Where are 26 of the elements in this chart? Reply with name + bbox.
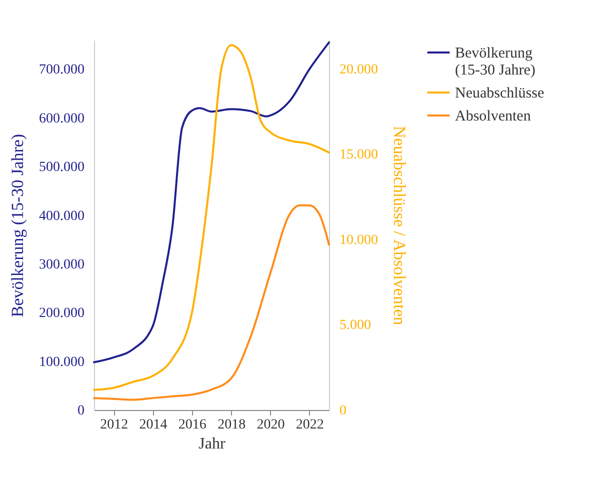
x-tick-label: 2020 xyxy=(256,418,285,432)
y-tick-label: 200.000 xyxy=(39,306,84,322)
y2-axis-title: Neuabschlüsse / Absolventen xyxy=(390,126,409,326)
legend-label: Absolventen xyxy=(455,108,532,124)
y-tick-label: 500.000 xyxy=(39,160,84,176)
y2-tick-label: 5.000 xyxy=(340,318,371,334)
y-tick-label: 600.000 xyxy=(39,111,84,126)
y2-tick-label: 10.000 xyxy=(340,232,378,248)
y2-tick-label: 0 xyxy=(340,404,346,418)
x-tick-label: 2012 xyxy=(100,418,128,432)
y-tick-label: 700.000 xyxy=(39,62,84,78)
x-tick-label: 2016 xyxy=(178,418,206,432)
legend-label: Neuabschlüsse xyxy=(455,86,544,102)
line-series xyxy=(93,204,330,401)
x-tick-label: 2014 xyxy=(139,418,168,432)
y-tick-label: 100.000 xyxy=(39,354,84,370)
legend-label: Bevölkerung (15-30 Jahre) xyxy=(455,46,536,78)
y-axis-title: Bevölkerung (15-30 Jahre) xyxy=(8,134,27,318)
y2-tick-label: 20.000 xyxy=(340,62,378,78)
y2-tick-label: 15.000 xyxy=(340,148,378,163)
y-tick-label: 0 xyxy=(78,404,84,418)
y-tick-label: 300.000 xyxy=(39,257,84,272)
y-tick-label: 400.000 xyxy=(39,208,84,224)
x-tick-label: 2022 xyxy=(296,418,324,432)
x-tick-label: 2018 xyxy=(218,418,246,432)
x-axis-title: Jahr xyxy=(198,436,226,452)
